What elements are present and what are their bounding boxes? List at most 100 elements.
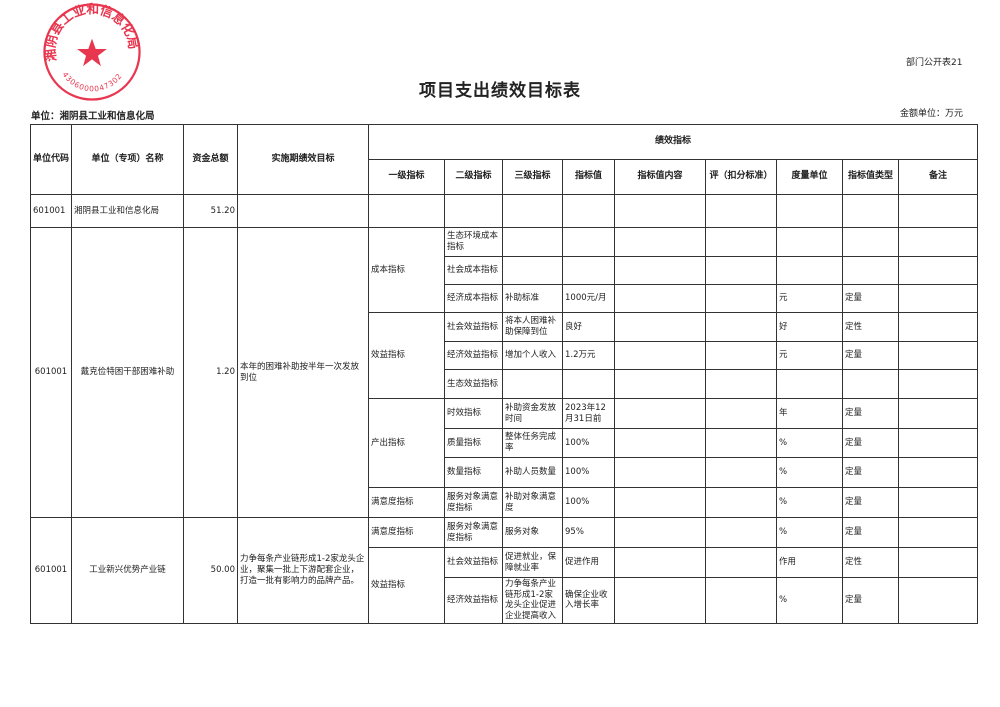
indicator-type: 定量 bbox=[842, 457, 899, 488]
indicator-measure: 年 bbox=[776, 398, 843, 429]
indicator-row: 产出指标 时效指标 补助资金发放时间 2023年12月31日前 年定量 bbox=[31, 398, 978, 488]
indicator-value: 确保企业收入增长率 bbox=[562, 577, 615, 624]
indicator-note bbox=[898, 256, 978, 285]
indicator-measure: % bbox=[776, 457, 843, 488]
indicator-l3: 补助标准 bbox=[502, 284, 563, 313]
indicator-score bbox=[705, 517, 777, 548]
header-name: 单位（专项）名称 bbox=[71, 124, 184, 195]
indicator-type: 定量 bbox=[842, 341, 899, 370]
svg-text:湘阴县工业和信息化局: 湘阴县工业和信息化局 bbox=[42, 1, 141, 62]
indicator-measure: 元 bbox=[776, 341, 843, 370]
indicator-l3: 将本人困难补助保障到位 bbox=[502, 312, 563, 342]
indicator-score bbox=[705, 398, 777, 429]
indicator-l2: 生态环境成本指标 bbox=[444, 227, 503, 257]
indicator-score bbox=[705, 577, 777, 624]
official-stamp: 湘阴县工业和信息化局 4306000047302 bbox=[42, 1, 141, 101]
indicator-note bbox=[898, 284, 978, 313]
indicator-value: 1.2万元 bbox=[562, 341, 615, 370]
indicator-score bbox=[705, 312, 777, 342]
indicator-l3: 服务对象 bbox=[502, 517, 563, 548]
indicator-type: 定量 bbox=[842, 577, 899, 624]
indicator-value: 100% bbox=[562, 487, 615, 518]
indicator-note bbox=[898, 227, 978, 257]
project-name: 戴克俭特困干部困难补助 bbox=[71, 227, 184, 518]
indicator-measure bbox=[776, 227, 843, 257]
header-value: 指标值 bbox=[562, 159, 615, 195]
stamp-code: 4306000047302 bbox=[61, 70, 124, 93]
indicator-l3 bbox=[502, 227, 563, 257]
level1-indicator: 满意度指标 bbox=[368, 487, 445, 518]
indicator-row: 满意度指标 服务对象满意度指标 补助对象满意度 100%% 定量 bbox=[31, 487, 978, 518]
header-note: 备注 bbox=[898, 159, 978, 195]
indicator-score bbox=[705, 284, 777, 313]
indicator-score bbox=[705, 256, 777, 285]
indicator-measure: 好 bbox=[776, 312, 843, 342]
indicator-row: 数量指标 补助人员数量 100%% 定量 bbox=[31, 457, 978, 488]
indicator-value: 100% bbox=[562, 428, 615, 458]
project-code: 601001 bbox=[30, 227, 72, 518]
indicator-measure: 元 bbox=[776, 284, 843, 313]
header-measure: 度量单位 bbox=[776, 159, 843, 195]
level1-indicator: 效益指标 bbox=[368, 312, 445, 399]
header-code: 单位代码 bbox=[30, 124, 72, 195]
indicator-type bbox=[842, 256, 899, 285]
indicator-l3: 补助对象满意度 bbox=[502, 487, 563, 518]
indicator-note bbox=[898, 517, 978, 548]
indicator-value: 1000元/月 bbox=[562, 284, 615, 313]
indicator-score bbox=[705, 487, 777, 518]
indicator-score bbox=[705, 547, 777, 578]
header-amount: 资金总额 bbox=[183, 124, 238, 195]
indicator-content bbox=[614, 457, 706, 488]
indicator-measure: 作用 bbox=[776, 547, 843, 578]
indicator-content bbox=[614, 284, 706, 313]
unit-label: 单位：湘阴县工业和信息化局 bbox=[31, 111, 155, 122]
header-perf: 绩效指标 bbox=[368, 124, 978, 160]
indicator-l2: 质量指标 bbox=[444, 428, 503, 458]
indicator-note bbox=[898, 398, 978, 429]
indicator-l3: 力争每条产业链形成1-2家龙头企业促进企业提高收入 bbox=[502, 577, 563, 624]
indicator-content bbox=[614, 256, 706, 285]
indicator-type bbox=[842, 369, 899, 399]
summary-amount: 51.20 bbox=[183, 194, 238, 228]
money-unit: 金额单位：万元 bbox=[900, 109, 964, 119]
indicator-row: 效益指标 社会效益指标 促进就业，保障就业率 促进作用 作用 定性 bbox=[31, 547, 978, 624]
indicator-note bbox=[898, 312, 978, 342]
indicator-type: 定量 bbox=[842, 284, 899, 313]
indicator-measure: % bbox=[776, 487, 843, 518]
indicator-l2: 数量指标 bbox=[444, 457, 503, 488]
indicator-score bbox=[705, 369, 777, 399]
indicator-value bbox=[562, 369, 615, 399]
indicator-content bbox=[614, 312, 706, 342]
indicator-value: 促进作用 bbox=[562, 547, 615, 578]
level1-indicator: 满意度指标 bbox=[368, 517, 445, 548]
indicator-measure: % bbox=[776, 577, 843, 624]
indicator-content bbox=[614, 428, 706, 458]
header-l2: 二级指标 bbox=[444, 159, 503, 195]
project-amount: 1.20 bbox=[183, 227, 238, 518]
indicator-type: 定性 bbox=[842, 547, 899, 578]
indicator-note bbox=[898, 457, 978, 488]
indicator-value: 100% bbox=[562, 457, 615, 488]
project-goal: 力争每条产业链形成1-2家龙头企业，聚集一批上下游配套企业，打造一批有影响力的品… bbox=[237, 517, 369, 624]
indicator-row: 经济效益指标 力争每条产业链形成1-2家龙头企业促进企业提高收入 确保企业收入增长率… bbox=[31, 577, 978, 624]
project-name: 工业新兴优势产业链 bbox=[71, 517, 184, 624]
indicator-type bbox=[842, 227, 899, 257]
indicator-row: 效益指标 社会效益指标 将本人困难补助保障到位 良好 好定性 bbox=[31, 312, 978, 399]
indicator-row: 质量指标 整体任务完成率 100%% 定量 bbox=[31, 428, 978, 458]
indicator-measure bbox=[776, 369, 843, 399]
stamp-text: 湘阴县工业和信息化局 bbox=[42, 1, 141, 62]
indicator-type: 定性 bbox=[842, 312, 899, 342]
header-goal: 实施期绩效目标 bbox=[237, 124, 369, 195]
header-content: 指标值内容 bbox=[614, 159, 706, 195]
indicator-note bbox=[898, 341, 978, 370]
summary-row: 601001 湘阴县工业和信息化局 51.20 bbox=[30, 194, 978, 228]
indicator-content bbox=[614, 227, 706, 257]
project-code: 601001 bbox=[30, 517, 72, 624]
indicator-content bbox=[614, 398, 706, 429]
indicator-note bbox=[898, 577, 978, 624]
form-number: 部门公开表21 bbox=[906, 58, 963, 68]
indicator-content bbox=[614, 577, 706, 624]
indicator-value: 95% bbox=[562, 517, 615, 548]
indicator-measure: % bbox=[776, 428, 843, 458]
indicator-l3: 增加个人收入 bbox=[502, 341, 563, 370]
